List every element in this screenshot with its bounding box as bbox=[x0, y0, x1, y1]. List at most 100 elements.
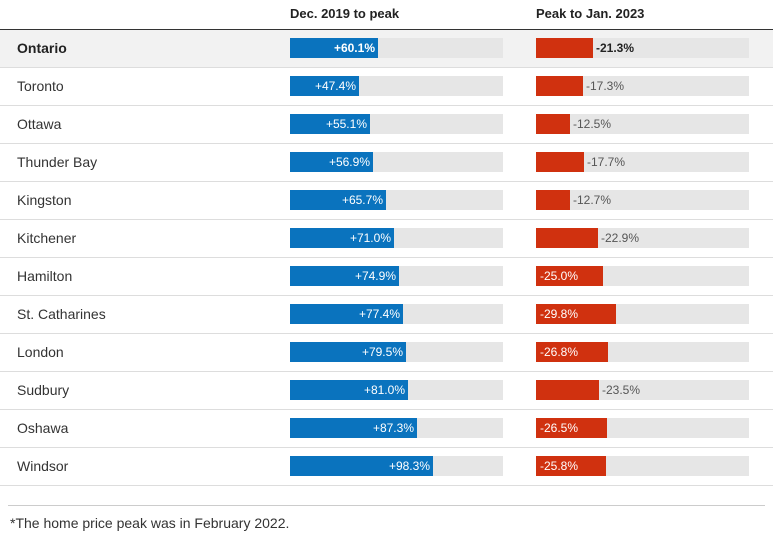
table-row: Oshawa +87.3% -26.5% bbox=[0, 410, 773, 448]
decrease-bar-toronto bbox=[536, 76, 583, 96]
table-row: Ontario +60.1% -21.3% bbox=[0, 30, 773, 68]
increase-bar-hamilton bbox=[290, 266, 399, 286]
decrease-track-ontario: -21.3% bbox=[536, 38, 749, 58]
increase-bar-kitchener bbox=[290, 228, 394, 248]
decrease-value-label-hamilton: -25.0% bbox=[540, 269, 579, 283]
increase-value-label-toronto: +47.4% bbox=[314, 79, 356, 93]
decrease-bar-st-catharines bbox=[536, 304, 616, 324]
increase-track-london: +79.5% bbox=[290, 342, 503, 362]
table-row: London +79.5% -26.8% bbox=[0, 334, 773, 372]
decrease-bar-ontario bbox=[536, 38, 593, 58]
decrease-track-ottawa: -12.5% bbox=[536, 114, 749, 134]
city-label-toronto: Toronto bbox=[17, 78, 64, 94]
city-label-kingston: Kingston bbox=[17, 192, 72, 208]
table-row: St. Catharines +77.4% -29.8% bbox=[0, 296, 773, 334]
increase-track-st-catharines: +77.4% bbox=[290, 304, 503, 324]
decrease-value-label-kingston: -12.7% bbox=[573, 193, 612, 207]
decrease-bar-sudbury bbox=[536, 380, 599, 400]
decrease-track-oshawa: -26.5% bbox=[536, 418, 749, 438]
table-header: Dec. 2019 to peak Peak to Jan. 2023 bbox=[0, 0, 773, 30]
decrease-value-label-windsor: -25.8% bbox=[540, 459, 579, 473]
decrease-track-hamilton: -25.0% bbox=[536, 266, 749, 286]
decrease-value-label-kitchener: -22.9% bbox=[601, 231, 640, 245]
decrease-bar-kingston bbox=[536, 190, 570, 210]
decrease-bar-windsor bbox=[536, 456, 606, 476]
decrease-track-kingston: -12.7% bbox=[536, 190, 749, 210]
decrease-value-label-oshawa: -26.5% bbox=[540, 421, 579, 435]
decrease-value-label-ottawa: -12.5% bbox=[573, 117, 612, 131]
decrease-bar-ottawa bbox=[536, 114, 570, 134]
decrease-value-label-toronto: -17.3% bbox=[586, 79, 625, 93]
decrease-track-kitchener: -22.9% bbox=[536, 228, 749, 248]
footer-divider bbox=[8, 505, 765, 506]
city-label-hamilton: Hamilton bbox=[17, 268, 73, 284]
decrease-value-label-ontario: -21.3% bbox=[596, 41, 635, 55]
increase-value-label-kingston: +65.7% bbox=[341, 193, 383, 207]
increase-bar-kingston bbox=[290, 190, 386, 210]
decrease-bar-thunder-bay bbox=[536, 152, 584, 172]
table-row: Thunder Bay +56.9% -17.7% bbox=[0, 144, 773, 182]
table-row: Kingston +65.7% -12.7% bbox=[0, 182, 773, 220]
footnote: *The home price peak was in February 202… bbox=[10, 515, 290, 531]
increase-track-sudbury: +81.0% bbox=[290, 380, 503, 400]
increase-track-windsor: +98.3% bbox=[290, 456, 503, 476]
increase-track-ottawa: +55.1% bbox=[290, 114, 503, 134]
table-row: Sudbury +81.0% -23.5% bbox=[0, 372, 773, 410]
increase-value-label-thunder-bay: +56.9% bbox=[328, 155, 370, 169]
increase-value-label-hamilton: +74.9% bbox=[354, 269, 396, 283]
city-label-st-catharines: St. Catharines bbox=[17, 306, 106, 322]
city-label-oshawa: Oshawa bbox=[17, 420, 69, 436]
city-label-sudbury: Sudbury bbox=[17, 382, 70, 398]
decrease-value-label-thunder-bay: -17.7% bbox=[587, 155, 626, 169]
decrease-track-windsor: -25.8% bbox=[536, 456, 749, 476]
decrease-track-sudbury: -23.5% bbox=[536, 380, 749, 400]
decrease-track-st-catharines: -29.8% bbox=[536, 304, 749, 324]
decrease-bar-kitchener bbox=[536, 228, 598, 248]
increase-track-ontario: +60.1% bbox=[290, 38, 503, 58]
increase-track-thunder-bay: +56.9% bbox=[290, 152, 503, 172]
decrease-track-toronto: -17.3% bbox=[536, 76, 749, 96]
increase-value-label-ontario: +60.1% bbox=[333, 41, 375, 55]
increase-track-kitchener: +71.0% bbox=[290, 228, 503, 248]
city-label-ontario: Ontario bbox=[17, 40, 67, 56]
table-row: Toronto +47.4% -17.3% bbox=[0, 68, 773, 106]
increase-value-label-ottawa: +55.1% bbox=[325, 117, 367, 131]
chart-rows: Ontario +60.1% -21.3% Toronto +47.4% -17.3% Ot… bbox=[0, 30, 773, 486]
decrease-bar-hamilton bbox=[536, 266, 603, 286]
table-row: Hamilton +74.9% -25.0% bbox=[0, 258, 773, 296]
city-label-thunder-bay: Thunder Bay bbox=[17, 154, 98, 170]
increase-value-label-kitchener: +71.0% bbox=[349, 231, 391, 245]
table-row: Ottawa +55.1% -12.5% bbox=[0, 106, 773, 144]
increase-bar-sudbury bbox=[290, 380, 408, 400]
table-row: Kitchener +71.0% -22.9% bbox=[0, 220, 773, 258]
decrease-value-label-london: -26.8% bbox=[540, 345, 579, 359]
increase-value-label-sudbury: +81.0% bbox=[363, 383, 405, 397]
increase-bar-toronto bbox=[290, 76, 359, 96]
increase-value-label-oshawa: +87.3% bbox=[372, 421, 414, 435]
decrease-value-label-sudbury: -23.5% bbox=[602, 383, 641, 397]
decrease-track-london: -26.8% bbox=[536, 342, 749, 362]
increase-track-kingston: +65.7% bbox=[290, 190, 503, 210]
increase-bar-st-catharines bbox=[290, 304, 403, 324]
increase-bar-windsor bbox=[290, 456, 433, 476]
increase-track-hamilton: +74.9% bbox=[290, 266, 503, 286]
decrease-bar-london bbox=[536, 342, 608, 362]
increase-track-toronto: +47.4% bbox=[290, 76, 503, 96]
increase-bar-ottawa bbox=[290, 114, 370, 134]
increase-value-label-st-catharines: +77.4% bbox=[358, 307, 400, 321]
increase-bar-thunder-bay bbox=[290, 152, 373, 172]
column-header-dec-2019-to-peak: Dec. 2019 to peak bbox=[290, 6, 400, 21]
table-row: Windsor +98.3% -25.8% bbox=[0, 448, 773, 486]
increase-value-label-london: +79.5% bbox=[361, 345, 403, 359]
decrease-bar-oshawa bbox=[536, 418, 607, 438]
city-label-windsor: Windsor bbox=[17, 458, 69, 474]
increase-value-label-windsor: +98.3% bbox=[388, 459, 430, 473]
increase-bar-oshawa bbox=[290, 418, 417, 438]
decrease-value-label-st-catharines: -29.8% bbox=[540, 307, 579, 321]
increase-bar-london bbox=[290, 342, 406, 362]
column-header-peak-to-jan-2023: Peak to Jan. 2023 bbox=[536, 6, 645, 21]
city-label-london: London bbox=[17, 344, 64, 360]
decrease-track-thunder-bay: -17.7% bbox=[536, 152, 749, 172]
city-label-ottawa: Ottawa bbox=[17, 116, 62, 132]
increase-track-oshawa: +87.3% bbox=[290, 418, 503, 438]
